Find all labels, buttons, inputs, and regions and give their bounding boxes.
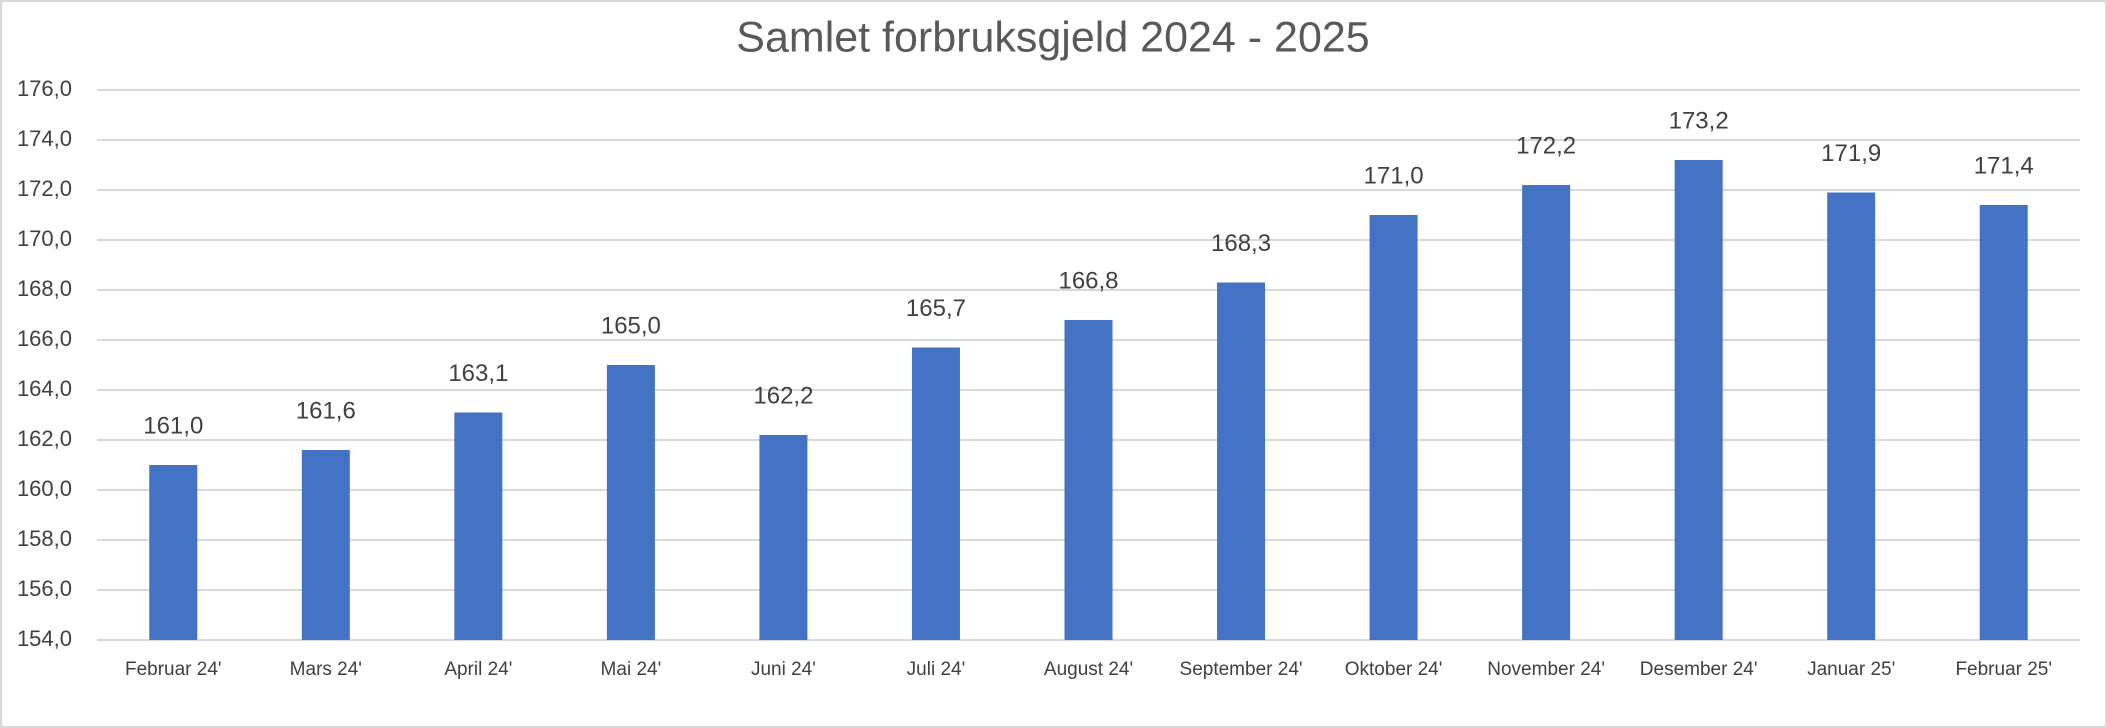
x-tick-label: April 24' [444,659,512,680]
y-tick-label: 156,0 [17,576,72,601]
bar [454,412,503,640]
bar [1522,185,1571,640]
x-tick-label: Juli 24' [907,659,966,680]
value-label: 171,4 [1974,152,2034,179]
x-tick-label: November 24' [1487,659,1605,680]
y-tick-label: 174,0 [17,126,72,151]
bar [1674,160,1723,640]
y-tick-label: 168,0 [17,276,72,301]
x-tick-label: Mai 24' [601,659,662,680]
x-tick-label: September 24' [1180,659,1303,680]
x-tick-label: Mars 24' [290,659,362,680]
value-label: 165,0 [601,312,661,339]
bar [301,450,350,640]
y-tick-label: 176,0 [17,76,72,101]
value-label: 165,7 [906,295,966,322]
y-tick-label: 162,0 [17,426,72,451]
bar [606,365,655,640]
bar [149,465,198,640]
bar [911,347,960,640]
bar [1217,282,1266,640]
y-tick-label: 166,0 [17,326,72,351]
y-tick-label: 164,0 [17,376,72,401]
x-tick-label: Februar 25' [1955,659,2052,680]
value-label: 171,0 [1364,162,1424,189]
y-tick-label: 160,0 [17,476,72,501]
value-label: 161,0 [143,412,203,439]
bar [1064,320,1113,640]
x-tick-label: Oktober 24' [1345,659,1443,680]
bar [1827,192,1876,640]
value-label: 172,2 [1516,132,1576,159]
value-label: 173,2 [1669,107,1729,134]
value-label: 168,3 [1211,230,1271,257]
bar [1979,205,2028,640]
x-tick-label: August 24' [1044,659,1133,680]
x-tick-label: Januar 25' [1807,659,1895,680]
bar [1369,215,1418,640]
value-label: 163,1 [448,360,508,387]
x-tick-label: Desember 24' [1640,659,1758,680]
y-tick-label: 170,0 [17,226,72,251]
x-tick-label: Februar 24' [125,659,222,680]
value-label: 166,8 [1058,267,1118,294]
y-tick-label: 154,0 [17,626,72,651]
value-label: 162,2 [753,382,813,409]
x-tick-label: Juni 24' [751,659,816,680]
y-tick-label: 158,0 [17,526,72,551]
value-label: 171,9 [1821,140,1881,167]
value-label: 161,6 [296,397,356,424]
chart-title: Samlet forbruksgjeld 2024 - 2025 [736,13,1369,61]
bar [759,435,808,640]
y-tick-label: 172,0 [17,176,72,201]
